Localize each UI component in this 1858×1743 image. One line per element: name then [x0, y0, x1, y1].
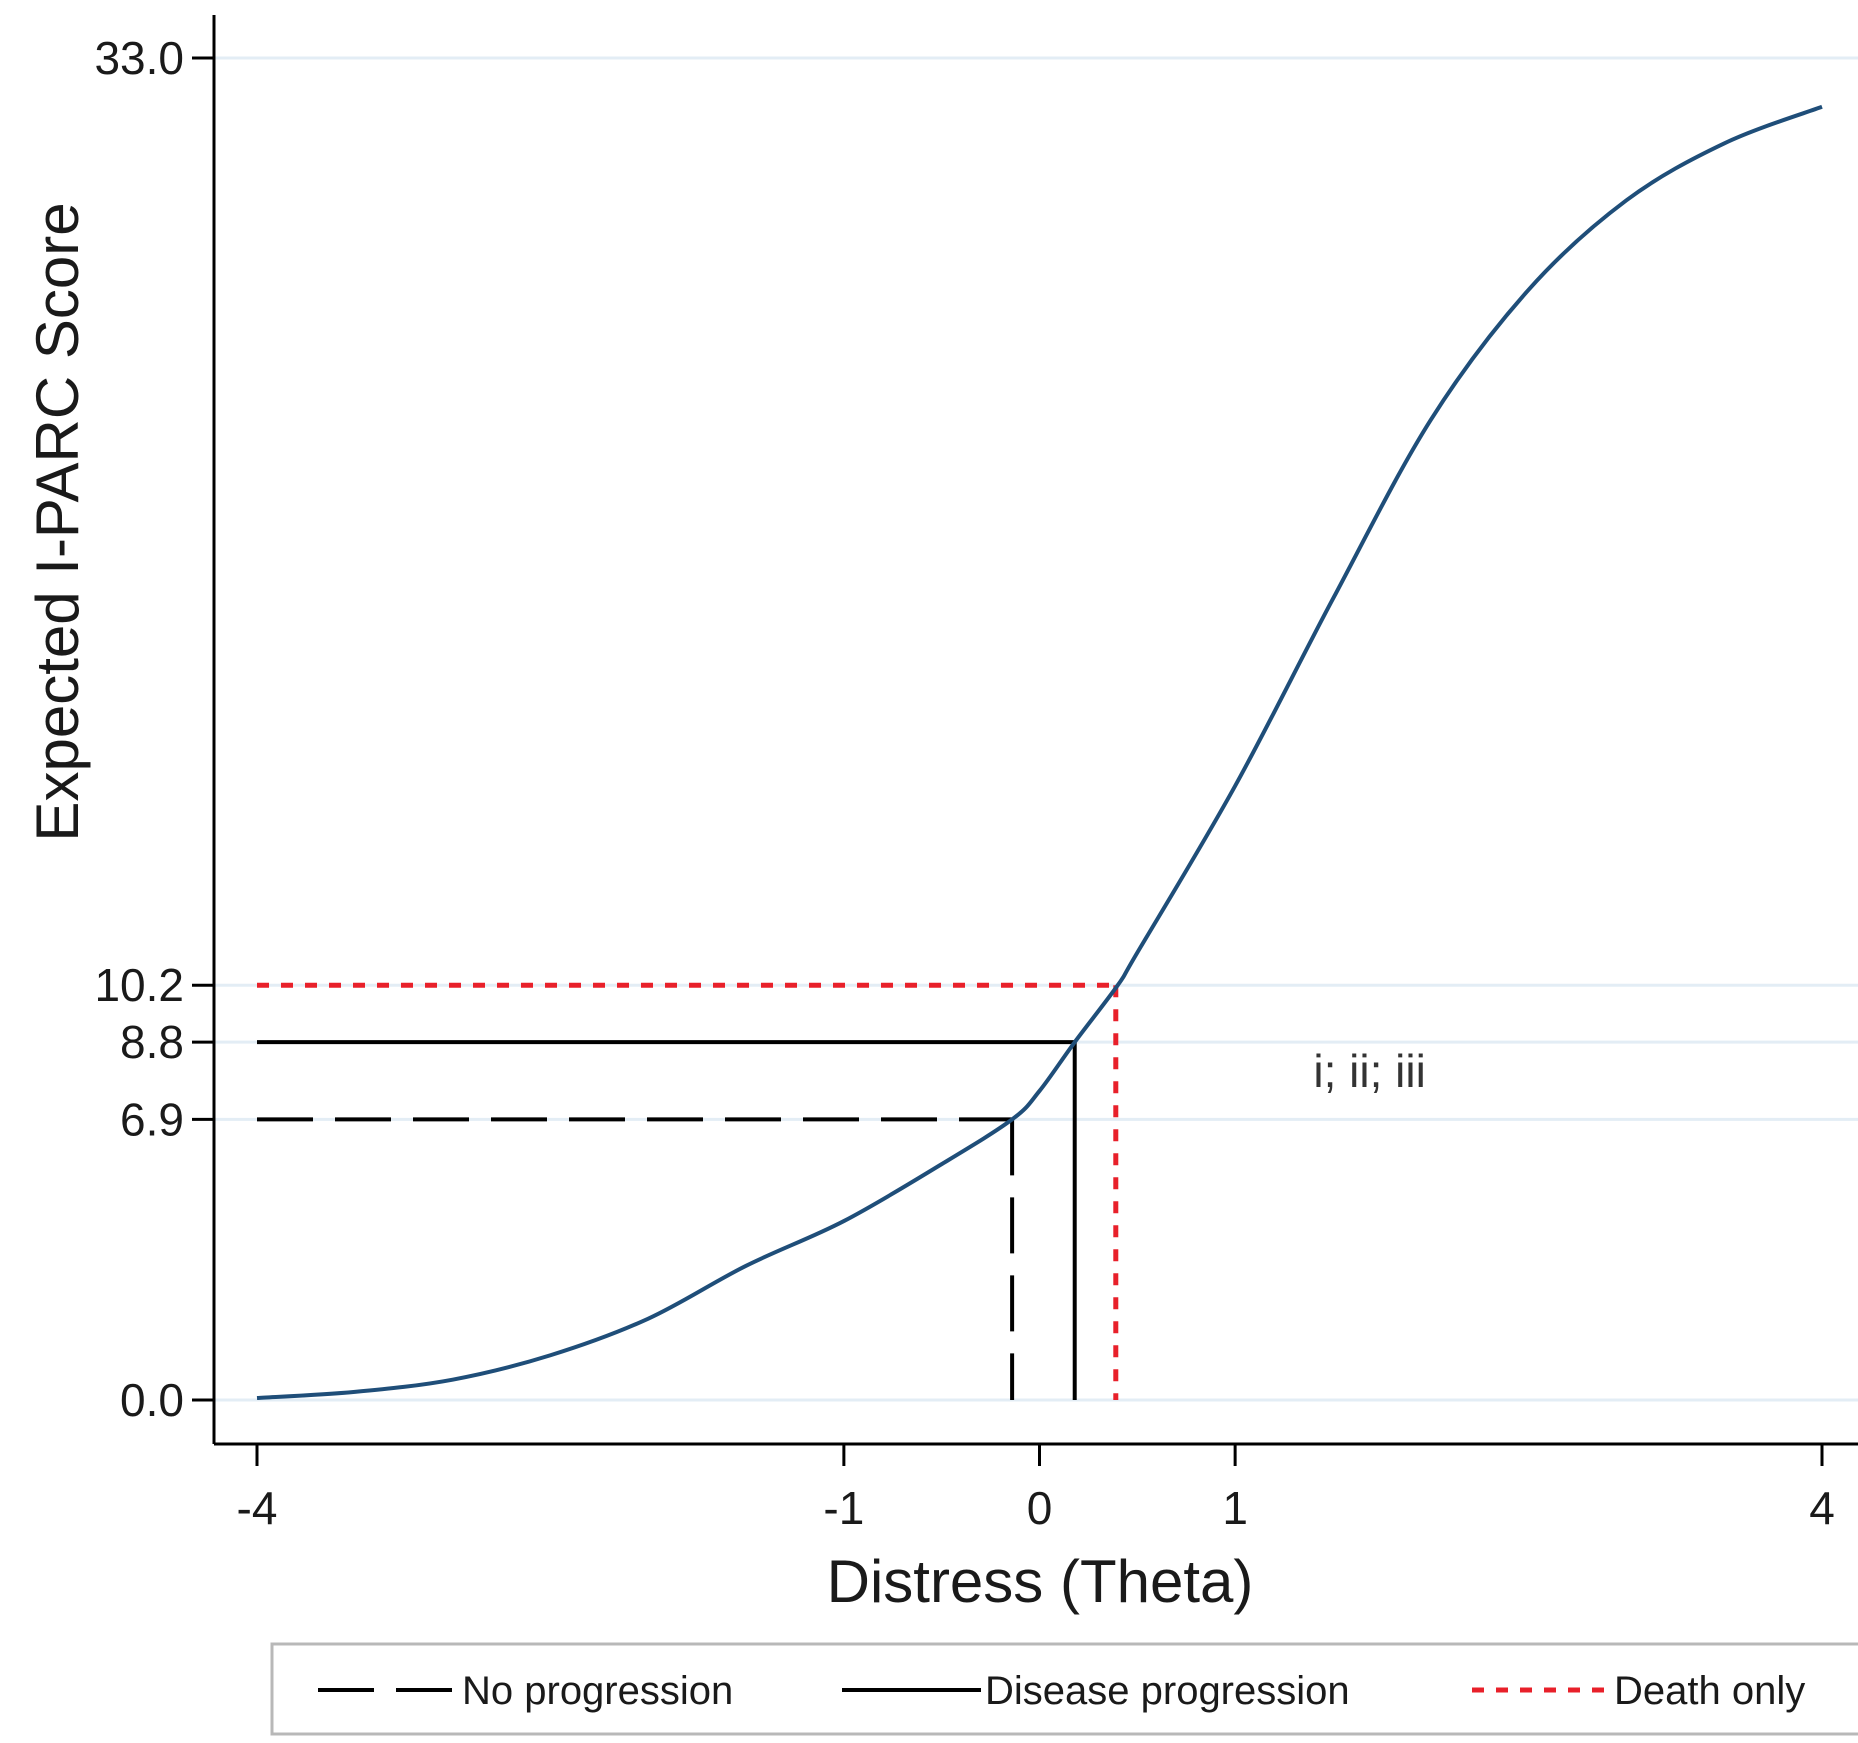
- y-tick-label: 0.0: [120, 1374, 184, 1426]
- reference-lines: [257, 982, 1119, 1400]
- y-axis-title: Expected I-PARC Score: [24, 202, 91, 841]
- axes: [212, 15, 1858, 1446]
- legend-label: No progression: [462, 1669, 733, 1713]
- legend-label: Disease progression: [985, 1669, 1350, 1713]
- y-tick-label: 8.8: [120, 1016, 184, 1068]
- x-tick-label: 0: [1027, 1482, 1053, 1534]
- legend-label: Death only: [1614, 1669, 1805, 1713]
- x-axis-title: Distress (Theta): [827, 1548, 1254, 1615]
- annotation-i-ii-iii: i; ii; iii: [1313, 1045, 1425, 1097]
- x-tick-label: 4: [1809, 1482, 1835, 1534]
- reference-death-only: [257, 982, 1119, 1400]
- x-axis-ticks: -4 -1 0 1 4: [237, 1444, 1835, 1534]
- x-tick-label: -4: [237, 1482, 278, 1534]
- reference-no-progression: [257, 1117, 1015, 1400]
- legend: No progression Disease progression Death o…: [270, 1642, 1858, 1736]
- expected-score-curve: [256, 104, 1823, 1400]
- x-tick-label: -1: [823, 1482, 864, 1534]
- y-tick-label: 10.2: [94, 959, 184, 1011]
- x-tick-label: 1: [1222, 1482, 1248, 1534]
- gridlines: [214, 56, 1858, 1402]
- reference-disease-progression: [257, 1040, 1077, 1400]
- y-tick-label: 6.9: [120, 1093, 184, 1145]
- y-tick-label: 33.0: [94, 32, 184, 84]
- y-axis-ticks: 0.0 6.9 8.810.2 33.0: [94, 32, 214, 1426]
- legend-items: No progression Disease progression Death o…: [318, 1669, 1805, 1713]
